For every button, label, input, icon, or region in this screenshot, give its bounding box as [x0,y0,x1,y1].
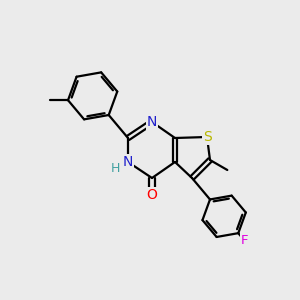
Text: N: N [147,115,157,129]
Text: O: O [147,188,158,202]
Text: S: S [202,130,211,144]
Text: F: F [241,234,248,247]
Text: H: H [110,163,120,176]
Text: N: N [123,155,133,169]
